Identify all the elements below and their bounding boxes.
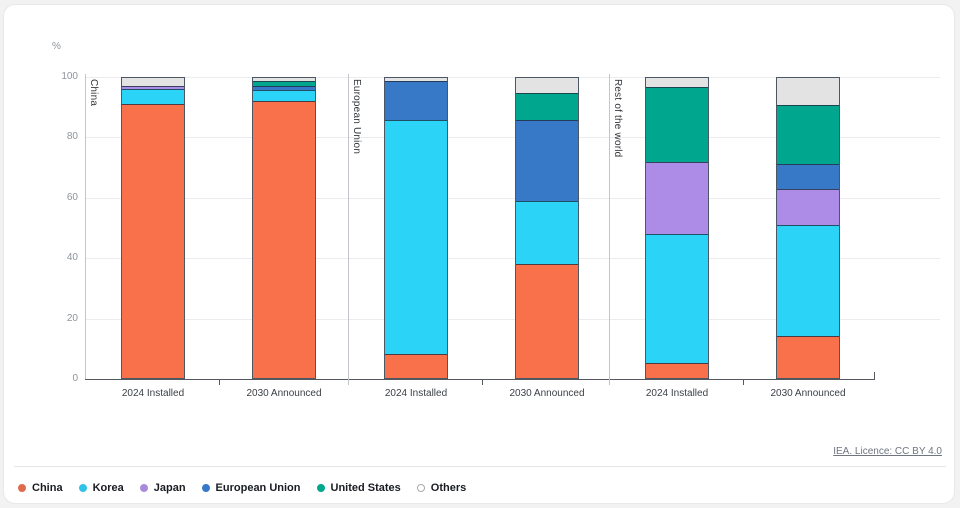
gridline-y-40 xyxy=(85,258,940,260)
x-tick-label: 2030 Announced xyxy=(246,388,322,399)
bar-segment-china[interactable] xyxy=(253,100,315,379)
y-tick-label-20: 20 xyxy=(66,312,78,324)
between-bars-tick xyxy=(219,379,220,385)
bar-segment-china[interactable] xyxy=(516,264,578,378)
legend-label: Others xyxy=(430,481,467,494)
bar-segment-others[interactable] xyxy=(516,78,578,93)
legend-item-united-states[interactable]: United States xyxy=(316,481,401,494)
legend-label: Japan xyxy=(153,481,186,494)
legend-label: Korea xyxy=(92,481,124,494)
bar-segment-european-union[interactable] xyxy=(253,85,315,90)
bar-segment-china[interactable] xyxy=(385,354,447,378)
bar-segment-european-union[interactable] xyxy=(516,120,578,201)
bar-segment-korea[interactable] xyxy=(253,90,315,101)
y-tick-label-60: 60 xyxy=(66,191,78,203)
legend-divider xyxy=(14,466,946,467)
legend-dot-united-states xyxy=(316,484,325,492)
bar-segment-china[interactable] xyxy=(777,336,839,379)
bar-segment-china[interactable] xyxy=(646,363,708,378)
legend-label: European Union xyxy=(215,481,301,494)
bar-segment-others[interactable] xyxy=(122,78,184,86)
stacked-bar[interactable] xyxy=(515,77,579,379)
stacked-bar[interactable] xyxy=(776,77,840,379)
gridline-y-60 xyxy=(85,197,940,199)
legend-label: United States xyxy=(330,481,401,494)
x-tick-label: 2024 Installed xyxy=(645,388,709,399)
x-tick-label: 2024 Installed xyxy=(384,388,448,399)
y-tick-label-0: 0 xyxy=(72,373,78,384)
bar-segment-china[interactable] xyxy=(122,103,184,378)
between-bars-tick xyxy=(482,379,483,385)
x-tick-label: 2030 Announced xyxy=(509,388,585,399)
legend-label: China xyxy=(32,481,63,494)
bar-segment-korea[interactable] xyxy=(646,233,708,363)
group-label: China xyxy=(88,79,99,107)
bar-segment-others[interactable] xyxy=(646,78,708,87)
y-axis-line xyxy=(85,74,86,379)
bar-segment-korea[interactable] xyxy=(516,201,578,264)
bar-segment-others[interactable] xyxy=(385,78,447,81)
chart-card: % 0 20 40 60 80 100 China European Union Rest of… xyxy=(3,4,955,504)
stacked-bar[interactable] xyxy=(645,77,709,379)
bar-segment-others[interactable] xyxy=(777,78,839,105)
plot-area: % 0 20 40 60 80 100 China European Union Rest of… xyxy=(4,5,956,465)
group-label: European Union xyxy=(351,79,362,155)
attribution-link[interactable]: IEA. Licence: CC BY 4.0 xyxy=(833,446,942,457)
group-separator-line xyxy=(348,74,349,385)
legend-item-korea[interactable]: Korea xyxy=(78,481,124,494)
legend-item-china[interactable]: China xyxy=(18,481,63,494)
bar-segment-japan[interactable] xyxy=(777,189,839,225)
bar-segment-united-states[interactable] xyxy=(516,93,578,120)
stacked-bar[interactable] xyxy=(252,77,316,379)
y-tick-label-40: 40 xyxy=(66,252,78,264)
bar-segment-european-union[interactable] xyxy=(385,81,447,120)
legend-dot-korea xyxy=(78,484,87,492)
y-axis-unit-label: % xyxy=(52,41,61,52)
group-label: Rest of the world xyxy=(612,79,623,158)
stacked-bar[interactable] xyxy=(384,77,448,379)
bar-segment-japan[interactable] xyxy=(646,161,708,234)
legend-item-japan[interactable]: Japan xyxy=(139,481,186,494)
legend-dot-european-union xyxy=(201,484,210,492)
bar-segment-others[interactable] xyxy=(253,78,315,81)
group-separator-line xyxy=(609,74,610,385)
y-tick-label-100: 100 xyxy=(61,71,78,82)
y-tick-label-80: 80 xyxy=(66,131,78,143)
legend-item-others[interactable]: Others xyxy=(416,481,467,494)
bar-segment-united-states[interactable] xyxy=(253,81,315,86)
bar-segment-korea[interactable] xyxy=(385,120,447,354)
bar-segment-korea[interactable] xyxy=(122,88,184,104)
gridline-y-20 xyxy=(85,318,940,320)
x-axis-line xyxy=(85,379,874,380)
legend-item-european-union[interactable]: European Union xyxy=(201,481,301,494)
legend-dot-others xyxy=(416,484,425,492)
between-bars-tick xyxy=(743,379,744,385)
x-tick-label: 2024 Installed xyxy=(121,388,185,399)
bar-segment-korea[interactable] xyxy=(777,225,839,337)
legend-dot-japan xyxy=(139,484,148,492)
legend-dot-china xyxy=(18,484,26,492)
gridline-y-100 xyxy=(85,77,940,78)
axis-end-tick xyxy=(874,372,875,380)
bar-segment-japan[interactable] xyxy=(122,85,184,89)
bar-segment-european-union[interactable] xyxy=(777,163,839,189)
bar-segment-united-states[interactable] xyxy=(777,105,839,164)
gridline-y-80 xyxy=(85,137,940,139)
x-tick-label: 2030 Announced xyxy=(770,388,846,399)
stacked-bar[interactable] xyxy=(121,77,185,379)
legend: China Korea Japan European Union United Stat… xyxy=(18,477,466,499)
bar-segment-united-states[interactable] xyxy=(646,86,708,162)
